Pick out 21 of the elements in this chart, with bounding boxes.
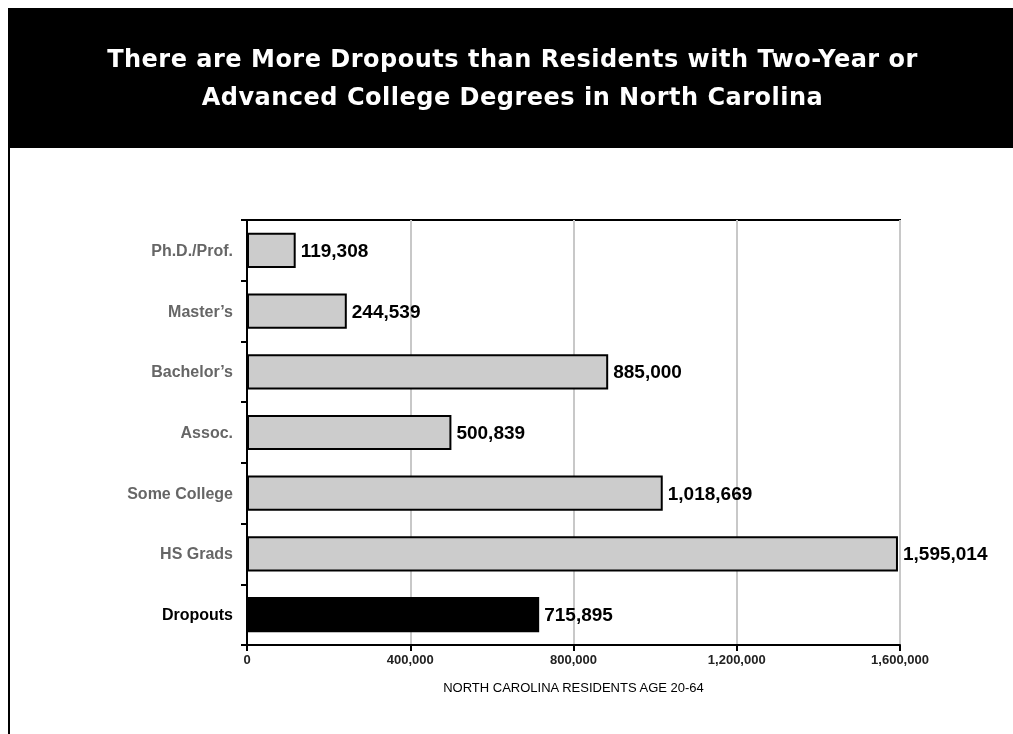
x-tick-label: 800,000 [550, 652, 597, 667]
y-tick-label: Some College [127, 484, 234, 502]
data-label: 1,018,669 [667, 482, 753, 504]
data-label: 715,895 [544, 604, 614, 626]
x-tick-label: 0 [243, 652, 251, 667]
chart-title: There are More Dropouts than Residents with Two-Year or Advanced College Degrees in North Carolina [10, 8, 1013, 148]
data-label: 244,539 [351, 300, 421, 322]
y-tick-label: Bachelor’s [151, 363, 234, 381]
data-label: 1,595,014 [902, 543, 988, 565]
y-tick-label: Assoc. [180, 424, 233, 441]
x-tick-label: 1,600,000 [871, 652, 929, 667]
data-label: 885,000 [613, 361, 682, 383]
y-tick-label: HS Grads [160, 545, 234, 563]
x-tick-label: 1,200,000 [707, 652, 766, 667]
data-label: 119,308 [300, 239, 369, 261]
x-axis-title: NORTH CAROLINA RESIDENTS AGE 20-64 [443, 680, 704, 695]
y-tick-label: Master’s [168, 302, 234, 320]
y-tick-label: Dropouts [161, 606, 234, 624]
y-tick-label: Ph.D./Prof. [151, 241, 233, 259]
x-tick-label: 400,000 [386, 652, 434, 667]
data-label: 500,839 [456, 422, 526, 443]
